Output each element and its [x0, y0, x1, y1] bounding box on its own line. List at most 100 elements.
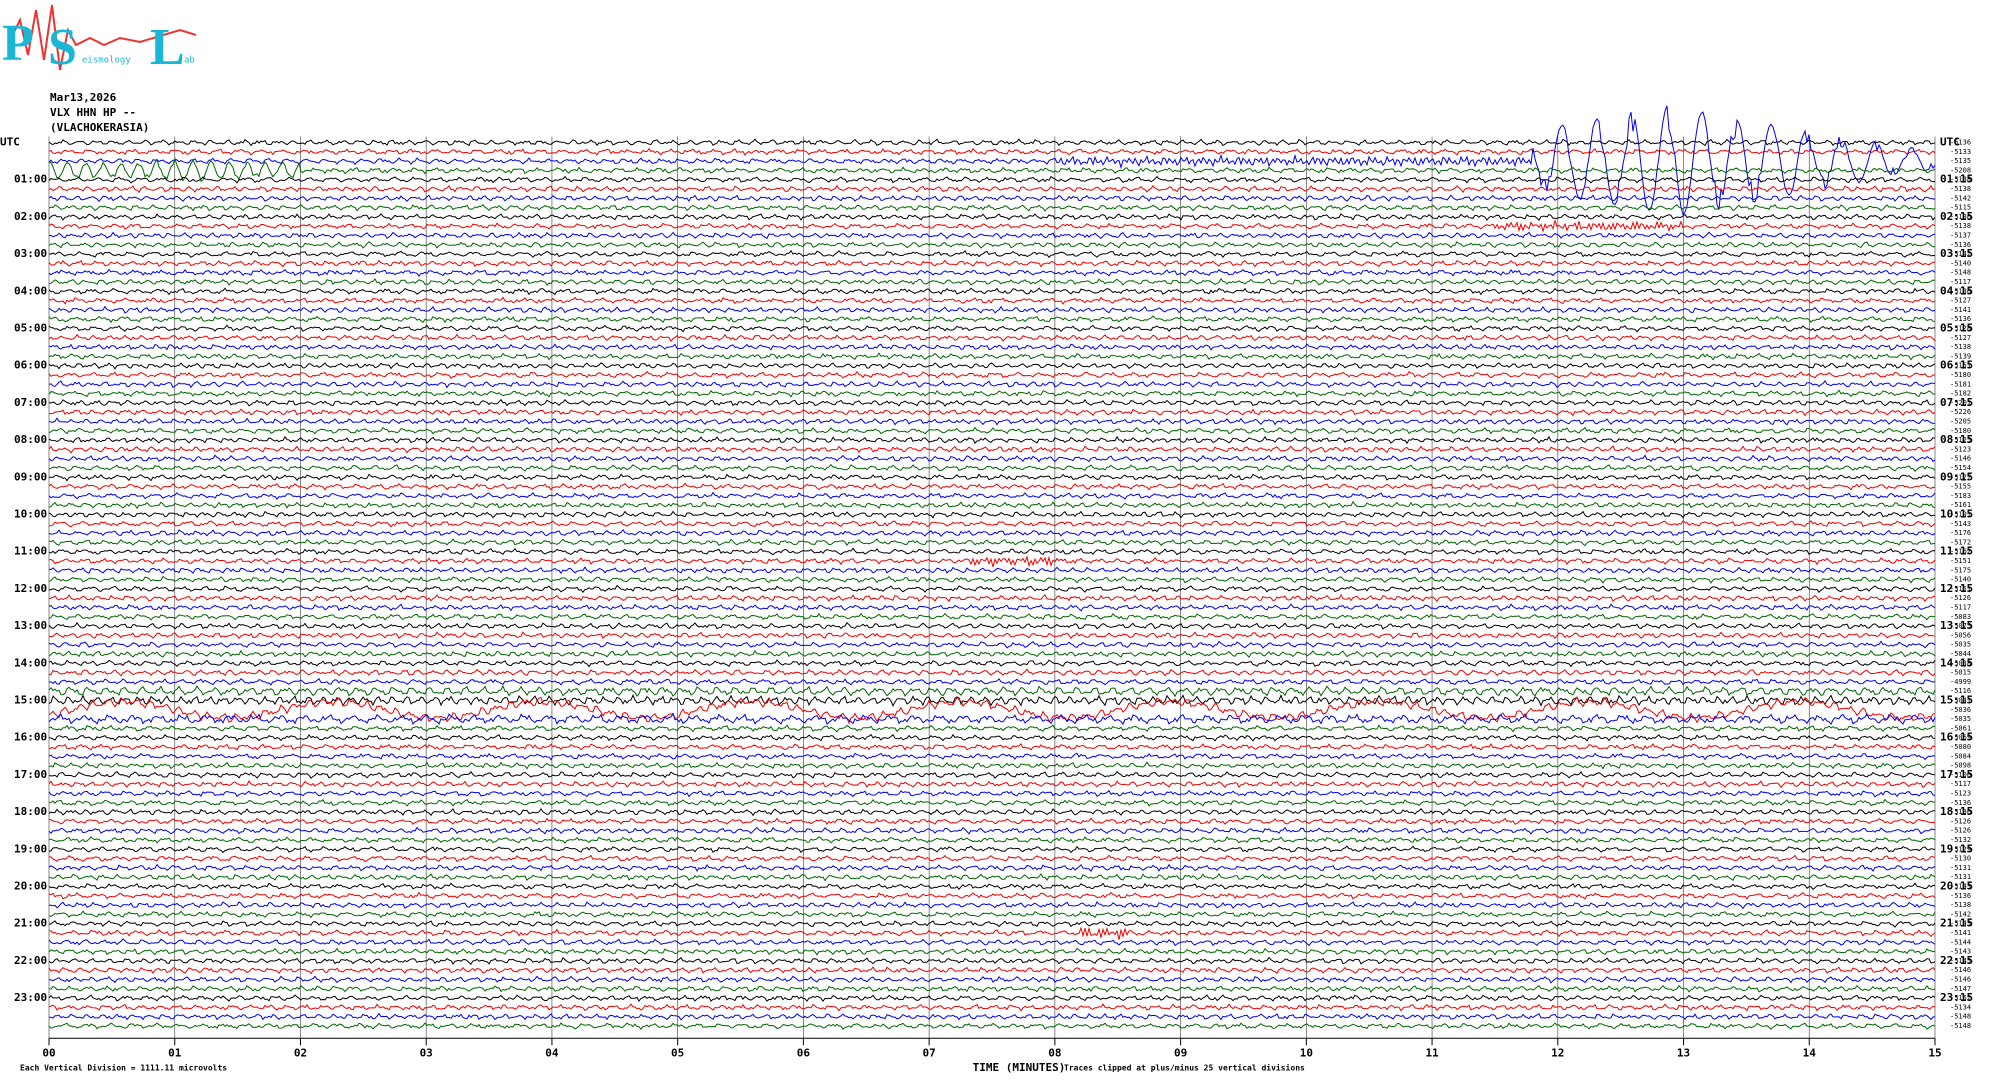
- x-tick-label: 12: [1551, 1046, 1564, 1059]
- hour-label: 02:00: [14, 210, 47, 223]
- hour-label: 15:00: [14, 694, 47, 707]
- trace: [48, 259, 1935, 268]
- offset-label: -5183: [1950, 492, 1971, 500]
- scale-note: Each Vertical Division = 1111.11 microvo…: [20, 1063, 227, 1073]
- hour-label: 07:15: [1940, 396, 1973, 409]
- offset-label: -5136: [1950, 315, 1971, 323]
- hour-label: 18:15: [1940, 805, 1973, 818]
- offset-label: -5116: [1950, 687, 1971, 695]
- hour-label: 01:00: [14, 173, 47, 186]
- trace: [48, 277, 1936, 286]
- hour-label: 20:15: [1940, 880, 1973, 893]
- offset-label: -5130: [1950, 855, 1971, 863]
- offset-label: -5136: [1950, 808, 1971, 816]
- axis-title: TIME (MINUTES): [973, 1061, 1066, 1074]
- offset-label: -5137: [1950, 232, 1971, 240]
- hour-label: 17:15: [1940, 768, 1973, 781]
- trace: [48, 463, 1936, 472]
- trace: [48, 956, 1936, 965]
- offset-label: -5143: [1950, 883, 1971, 891]
- trace: [48, 742, 1936, 752]
- offset-label: -5175: [1950, 566, 1971, 574]
- offset-label: -5126: [1950, 817, 1971, 825]
- offset-label: -5136: [1950, 287, 1971, 295]
- offset-label: -5146: [1950, 455, 1971, 463]
- hour-label: 19:15: [1940, 842, 1973, 855]
- hour-label: 12:15: [1940, 582, 1973, 595]
- hour-label: 06:00: [14, 359, 47, 372]
- trace: [48, 218, 1936, 233]
- offset-label: -5136: [1950, 213, 1971, 221]
- trace: [48, 684, 1936, 698]
- offset-label: -5117: [1950, 780, 1971, 788]
- offset-label: -5147: [1950, 985, 1971, 993]
- trace: [48, 445, 1936, 454]
- hour-label: 01:15: [1940, 173, 1973, 186]
- offset-label: -5142: [1950, 250, 1971, 258]
- trace: [48, 612, 1936, 621]
- trace: [49, 1012, 1936, 1021]
- offset-label: -5131: [1950, 864, 1971, 872]
- trace: [48, 157, 1936, 183]
- trace: [48, 287, 1936, 296]
- trace: [48, 845, 1936, 854]
- hour-label: 05:15: [1940, 322, 1973, 335]
- hour-label: 23:00: [14, 991, 47, 1004]
- trace: [48, 668, 1936, 677]
- hour-label: 13:15: [1940, 619, 1973, 632]
- trace: [48, 324, 1936, 333]
- trace: [48, 389, 1936, 398]
- offset-label: -5128: [1950, 325, 1971, 333]
- hour-label: 09:15: [1940, 470, 1973, 483]
- offset-label: -5152: [1950, 994, 1971, 1002]
- trace: [48, 305, 1936, 314]
- x-tick-label: 01: [168, 1046, 182, 1059]
- offset-label: -5155: [1950, 483, 1971, 491]
- trace: [48, 677, 1936, 686]
- offset-label: -5144: [1950, 938, 1971, 946]
- offset-label: -5117: [1950, 278, 1971, 286]
- trace: [48, 621, 1936, 630]
- offset-label: -5117: [1950, 604, 1971, 612]
- trace: [48, 712, 1936, 726]
- hour-label: 11:15: [1940, 545, 1973, 558]
- offset-label: -5176: [1950, 529, 1971, 537]
- offset-label: -5134: [1950, 1003, 1971, 1011]
- trace: [48, 752, 1936, 761]
- offset-label: -5044: [1950, 650, 1971, 658]
- trace: [48, 370, 1936, 380]
- offset-label: -5084: [1950, 752, 1971, 760]
- trace: [48, 724, 1936, 733]
- trace: [48, 194, 1936, 203]
- hour-label: 04:15: [1940, 284, 1973, 297]
- x-tick-label: 05: [671, 1046, 684, 1059]
- hour-label: 12:00: [14, 582, 47, 595]
- offset-label: -5138: [1950, 343, 1971, 351]
- offset-label: -5126: [1950, 594, 1971, 602]
- offset-label: -5154: [1950, 464, 1971, 472]
- hour-label: UTC: [0, 136, 20, 149]
- hour-label: 03:00: [14, 247, 47, 260]
- trace: [48, 994, 1936, 1003]
- trace: [48, 500, 1936, 510]
- offset-label: -5136: [1950, 892, 1971, 900]
- offset-label: -5125: [1950, 436, 1971, 444]
- trace: [48, 231, 1936, 240]
- offset-label: -5151: [1950, 362, 1971, 370]
- offset-label: -5100: [1950, 771, 1971, 779]
- trace: [48, 138, 1936, 147]
- trace: [48, 780, 1936, 789]
- offset-label: -5191: [1950, 511, 1971, 519]
- hour-label: 11:00: [14, 545, 47, 558]
- offset-label: -5098: [1950, 762, 1971, 770]
- trace: [48, 984, 1936, 994]
- x-tick-label: 08: [1048, 1046, 1061, 1059]
- trace: [48, 520, 1936, 528]
- offset-label: -5226: [1950, 408, 1971, 416]
- hour-label: 08:15: [1940, 433, 1973, 446]
- hour-label: 08:00: [14, 433, 47, 446]
- trace: [48, 891, 1936, 900]
- offset-label: -5127: [1950, 334, 1971, 342]
- trace: [48, 640, 1936, 649]
